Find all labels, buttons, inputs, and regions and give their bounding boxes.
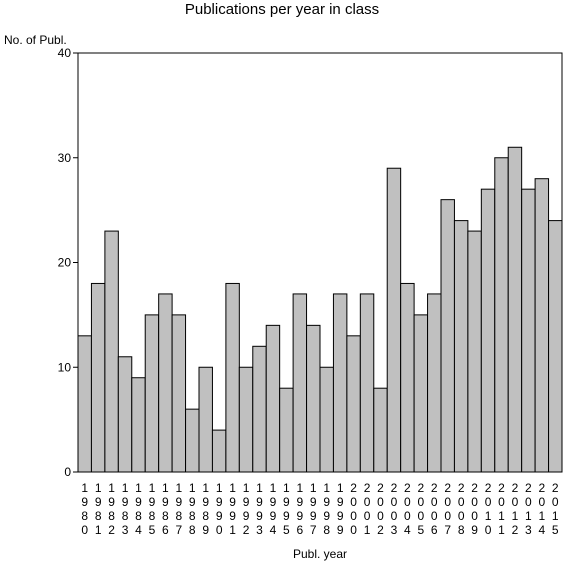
bar-2007 (440, 199, 455, 473)
bar-1987 (171, 314, 187, 473)
bar-1986 (158, 293, 173, 473)
x-axis-label: Publ. year (293, 547, 347, 561)
bar-2004 (400, 282, 415, 473)
x-axis-tick-labels: 1 9 8 0 1 9 8 1 1 9 8 2 1 9 8 3 1 9 8 4 1 9 8 5 1 9 8 6 1 9 8 7 1 9 8 8 1 9 8 9… (81, 481, 559, 537)
bar-2014 (534, 178, 550, 473)
bar-2011 (494, 157, 509, 473)
bar-1980 (77, 335, 92, 473)
chart-title: Publications per year in class (185, 1, 379, 18)
bar-2002 (373, 387, 388, 473)
bar-1982 (104, 230, 119, 473)
bar-1997 (306, 324, 321, 473)
bar-2008 (453, 220, 469, 473)
y-tick-label: 40 (58, 46, 72, 60)
bar-1990 (211, 429, 227, 473)
bar-2003 (386, 167, 402, 473)
y-tick-label: 20 (58, 256, 72, 270)
bar-1998 (319, 366, 334, 473)
y-tick-label: 10 (58, 360, 72, 374)
bar-1999 (332, 293, 348, 473)
y-tick-label: 30 (58, 151, 72, 165)
bar-1985 (144, 314, 160, 473)
bar-1984 (131, 377, 146, 473)
bar-1981 (90, 282, 106, 473)
bar-1989 (198, 366, 213, 473)
y-tick-label: 0 (64, 465, 71, 479)
plot-frame (77, 52, 563, 473)
bar-1996 (292, 293, 308, 473)
bar-2010 (480, 188, 496, 473)
bar-1988 (185, 408, 200, 473)
bar-2015 (548, 220, 563, 473)
y-axis-label: No. of Publ. (4, 33, 67, 47)
bar-1992 (238, 366, 254, 473)
bars-group (77, 146, 563, 473)
y-axis-ticks: 0 10 20 30 40 (58, 46, 78, 479)
bar-2006 (427, 293, 442, 473)
bar-2000 (346, 335, 361, 473)
bar-1991 (225, 282, 240, 473)
bar-2001 (359, 293, 375, 473)
bar-1983 (117, 356, 133, 473)
bar-2005 (413, 314, 429, 473)
bar-1995 (279, 387, 294, 473)
bar-1994 (265, 324, 281, 473)
bar-1993 (252, 345, 267, 473)
bar-2012 (507, 146, 523, 473)
bar-2013 (521, 188, 536, 473)
bar-2009 (467, 230, 482, 473)
